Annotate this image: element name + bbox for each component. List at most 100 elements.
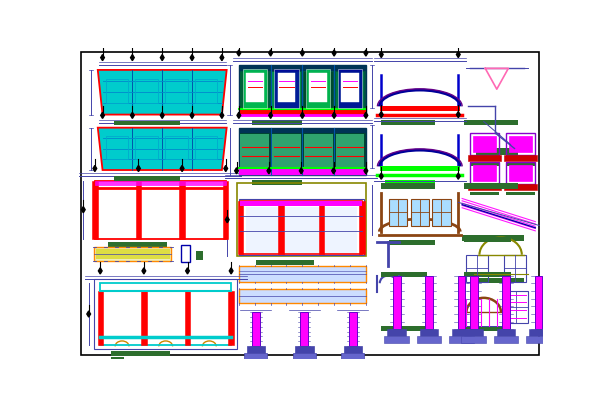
Bar [505,184,537,190]
Bar [108,242,167,247]
Bar [417,336,441,343]
Polygon shape [137,165,140,172]
Polygon shape [379,173,383,179]
Bar [243,69,267,108]
Polygon shape [142,268,146,274]
Bar [384,336,409,343]
Bar [165,79,188,104]
Bar [111,351,169,355]
Bar [502,276,510,329]
Polygon shape [100,112,105,118]
Bar [136,136,158,160]
Bar [462,235,524,241]
Bar [301,312,308,346]
Polygon shape [364,168,368,174]
Polygon shape [160,54,164,61]
Bar [165,136,188,160]
Bar [195,79,217,104]
Bar [381,183,435,189]
Polygon shape [332,112,336,118]
Bar [505,291,528,323]
Bar [385,120,435,125]
Bar [473,136,496,152]
Polygon shape [100,54,105,61]
Bar [432,199,451,226]
Bar [246,207,356,253]
Bar [470,162,499,184]
Bar [381,272,428,277]
Bar [506,162,535,184]
Bar [349,312,356,346]
Bar [341,353,364,359]
Bar [344,346,362,353]
Polygon shape [220,112,224,118]
Bar [185,291,190,345]
Polygon shape [299,168,303,174]
Bar [506,191,535,195]
Polygon shape [82,207,85,213]
Bar [420,329,438,336]
Bar [381,326,428,331]
Polygon shape [93,165,97,172]
Bar [393,276,401,329]
Bar [470,162,499,166]
Polygon shape [237,50,241,56]
Bar [509,136,532,152]
Polygon shape [87,311,91,317]
Bar [96,249,169,260]
Polygon shape [379,112,383,118]
Bar [309,73,327,102]
Polygon shape [237,112,241,118]
Bar [94,247,171,261]
Bar [506,133,535,155]
Bar [465,120,518,125]
Bar [505,255,526,282]
Bar [275,69,298,108]
Bar [470,191,499,195]
Bar [105,79,128,104]
Polygon shape [332,50,336,56]
Bar [180,181,185,239]
Bar [95,181,226,239]
Bar [449,336,474,343]
Bar [470,133,499,155]
Polygon shape [229,268,233,274]
Polygon shape [98,128,227,170]
Bar [534,276,542,329]
Bar [506,162,535,166]
Bar [239,289,366,303]
Bar [278,73,295,102]
Polygon shape [98,70,227,114]
Bar [465,183,518,189]
Polygon shape [364,50,368,56]
Bar [272,134,301,167]
Bar [108,249,128,251]
Bar [240,202,362,206]
Bar [494,336,518,343]
Bar [141,291,146,345]
Bar [304,134,333,167]
Bar [240,134,269,167]
Bar [246,346,265,353]
Bar [278,202,284,254]
Polygon shape [364,112,368,118]
Bar [239,128,366,133]
Bar [272,72,301,108]
Bar [380,166,460,171]
Bar [239,65,366,115]
Bar [239,109,366,115]
Bar [385,180,435,185]
Bar [304,72,333,108]
Bar [100,283,231,345]
Polygon shape [224,165,227,172]
Bar [239,168,366,175]
Polygon shape [379,52,383,58]
Bar [338,69,362,108]
Bar [381,120,435,125]
Bar [452,329,471,336]
Polygon shape [267,168,270,174]
Bar [246,73,264,102]
Bar [359,202,365,254]
Bar [244,353,267,359]
Bar [95,181,226,185]
